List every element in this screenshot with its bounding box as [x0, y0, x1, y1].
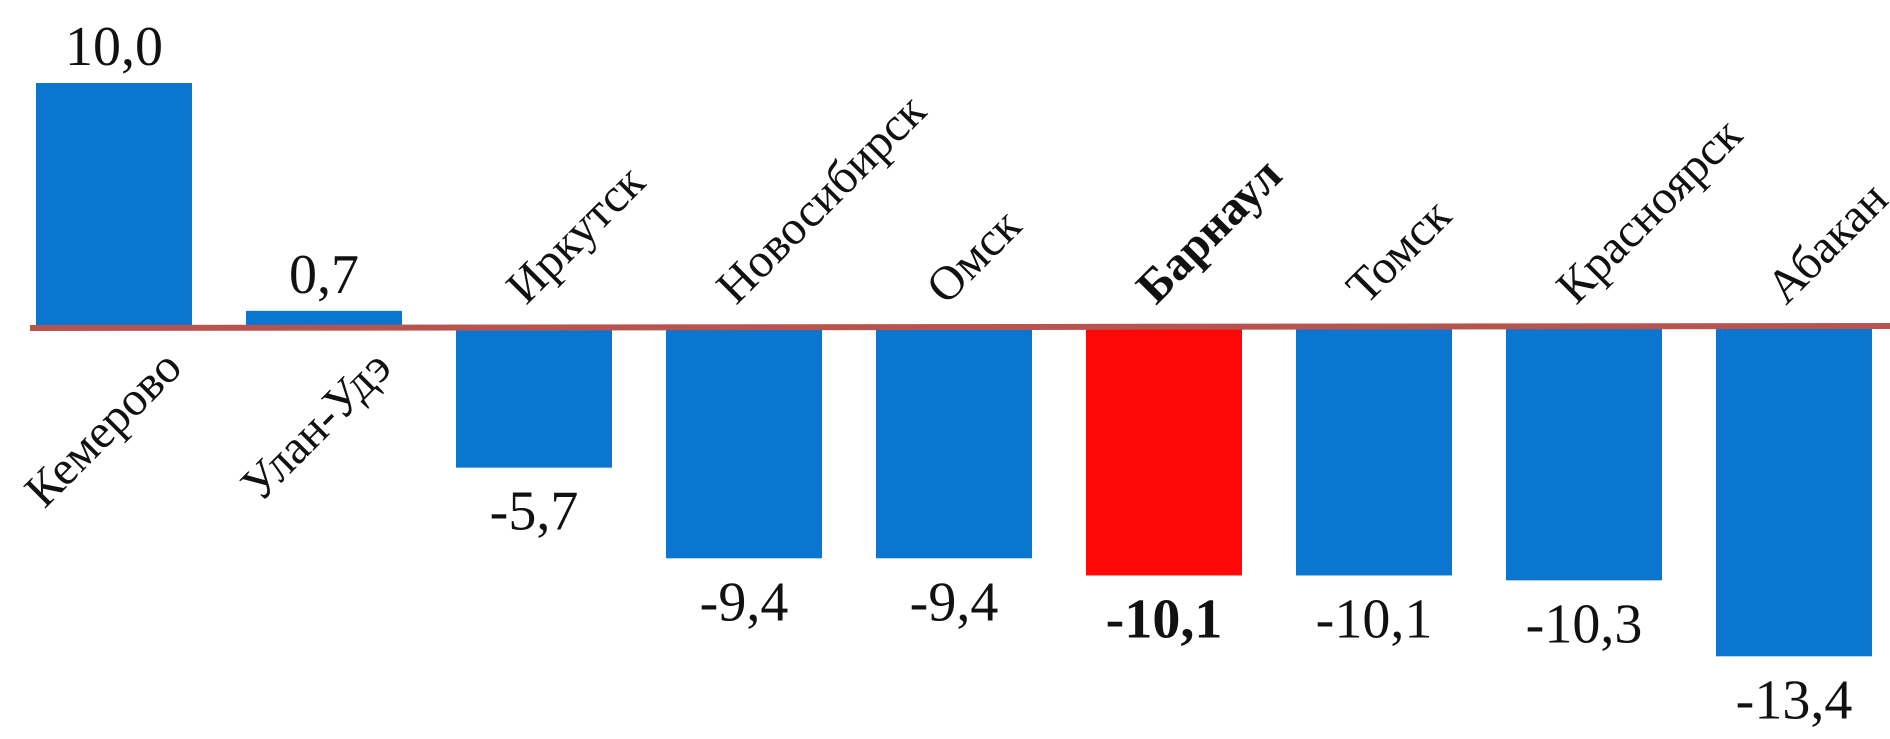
- bar-8: [1506, 328, 1662, 581]
- category-label-4: Новосибирск: [706, 84, 936, 314]
- value-label-5: -9,4: [910, 571, 999, 633]
- value-label-8: -10,3: [1526, 593, 1643, 655]
- category-label-6: Барнаул: [1126, 148, 1292, 314]
- bar-5: [876, 328, 1032, 559]
- bar-4: [666, 328, 822, 559]
- category-label-9: Абакан: [1756, 172, 1890, 314]
- bars-layer: [36, 83, 1872, 657]
- category-label-1: Кемерово: [15, 340, 192, 517]
- bar-3: [456, 328, 612, 468]
- bar-6: [1086, 328, 1242, 576]
- category-label-5: Омск: [916, 198, 1032, 314]
- category-label-7: Томск: [1336, 188, 1461, 313]
- value-label-2: 0,7: [289, 244, 359, 306]
- bar-9: [1716, 328, 1872, 657]
- category-label-2: Улан-Удэ: [231, 340, 402, 511]
- value-label-3: -5,7: [490, 481, 579, 543]
- category-label-8: Красноярск: [1546, 107, 1752, 313]
- zero-axis-line: [29, 323, 1890, 331]
- bar-2: [246, 310, 402, 328]
- bar-7: [1296, 328, 1452, 576]
- bar-1: [36, 83, 192, 328]
- value-label-6: -10,1: [1106, 588, 1223, 650]
- value-label-1: 10,0: [65, 16, 163, 78]
- value-label-7: -10,1: [1316, 588, 1433, 650]
- category-label-3: Иркутск: [496, 155, 655, 314]
- value-label-9: -13,4: [1736, 669, 1853, 731]
- value-label-4: -9,4: [700, 571, 789, 633]
